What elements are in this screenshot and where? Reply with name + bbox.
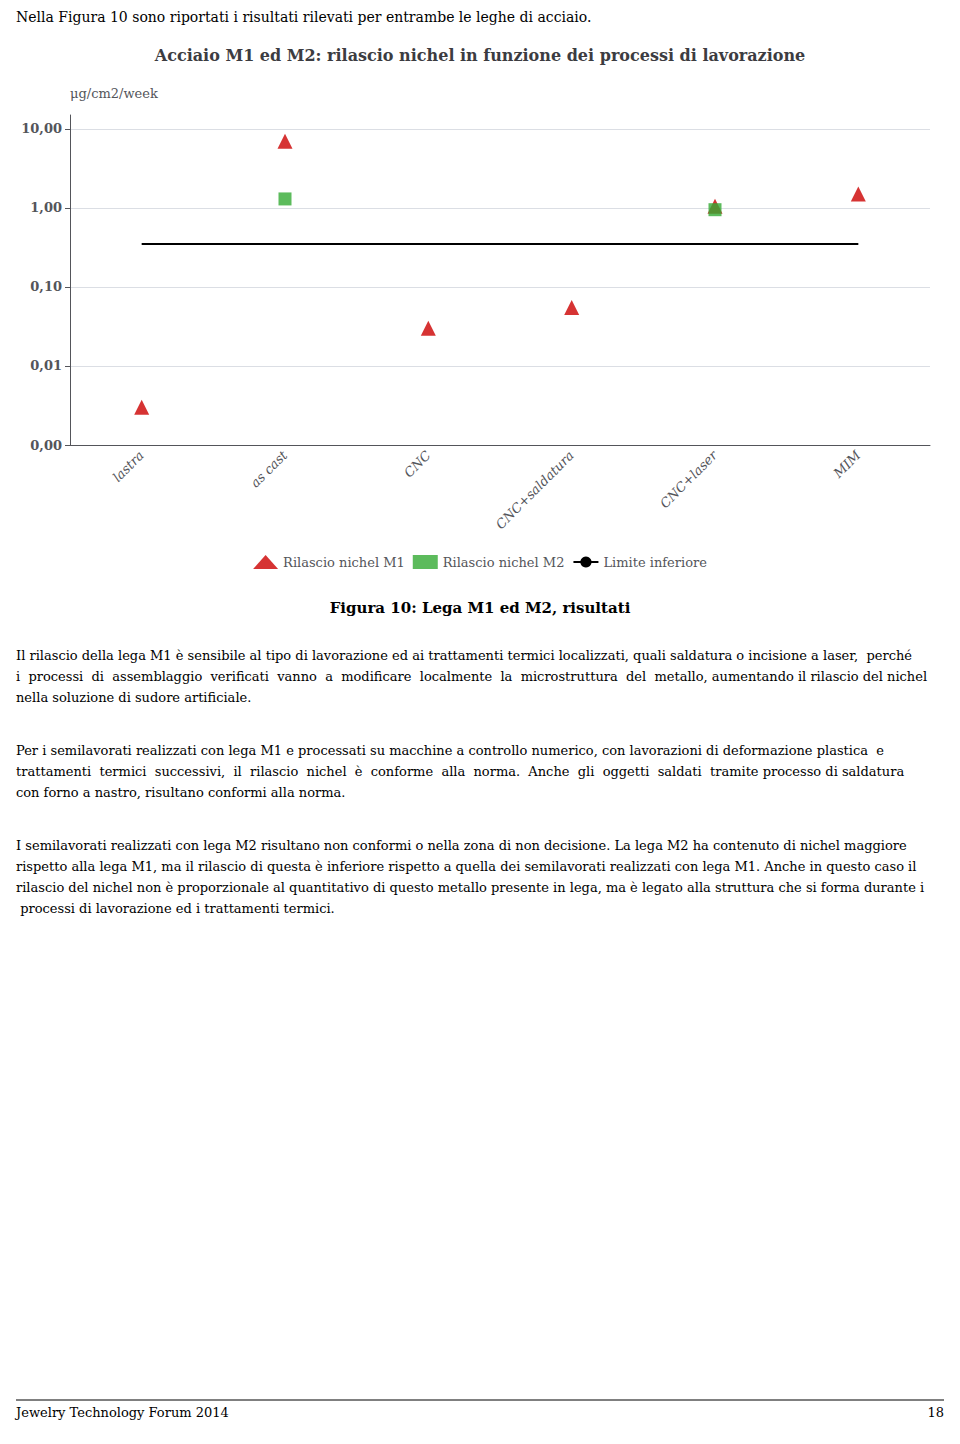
svg-text:Rilascio nichel M1: Rilascio nichel M1 — [283, 555, 405, 570]
svg-text:Per i semilavorati realizzati: Per i semilavorati realizzati con lega M… — [16, 743, 892, 758]
svg-text:processi di lavorazione ed i t: processi di lavorazione ed i trattamenti… — [16, 901, 335, 916]
svg-text:Jewelry Technology Forum 2014: Jewelry Technology Forum 2014 — [14, 1405, 229, 1420]
svg-text:0,10: 0,10 — [30, 279, 62, 294]
svg-text:rilascio del nichel non è prop: rilascio del nichel non è proporzionale … — [16, 880, 924, 895]
svg-text:CNC+saldatura: CNC+saldatura — [493, 448, 577, 532]
svg-text:18: 18 — [927, 1405, 944, 1420]
svg-text:I semilavorati realizzati con: I semilavorati realizzati con lega M2 ri… — [16, 838, 911, 853]
svg-text:MIM: MIM — [830, 447, 864, 481]
svg-text:10,00: 10,00 — [21, 121, 62, 136]
svg-text:Nella Figura 10 sono riportati: Nella Figura 10 sono riportati i risulta… — [16, 9, 591, 25]
svg-text:as cast: as cast — [248, 447, 291, 490]
svg-text:Figura 10: Lega M1 ed M2, risu: Figura 10: Lega M1 ed M2, risultati — [330, 599, 631, 617]
svg-text:0,01: 0,01 — [30, 358, 62, 373]
svg-text:i processi di assemblaggio: i processi di assemblaggio verificati va… — [16, 669, 931, 684]
svg-text:con forno a nastro, risultano: con forno a nastro, risultano conformi a… — [16, 785, 345, 800]
svg-text:Rilascio nichel M2: Rilascio nichel M2 — [443, 555, 565, 570]
svg-text:Il rilascio della lega M1 è se: Il rilascio della lega M1 è sensibile al… — [16, 648, 920, 663]
svg-text:Acciaio M1 ed M2: rilascio nic: Acciaio M1 ed M2: rilascio nichel in fun… — [154, 46, 806, 65]
svg-text:CNC: CNC — [401, 448, 434, 481]
svg-text:CNC+laser: CNC+laser — [657, 447, 721, 511]
svg-text:lastra: lastra — [110, 448, 147, 485]
svg-text:0,00: 0,00 — [30, 438, 62, 453]
svg-text:1,00: 1,00 — [30, 200, 62, 215]
svg-text:μg/cm2/week: μg/cm2/week — [70, 86, 158, 101]
svg-text:trattamenti termici successi: trattamenti termici successivi, il rilas… — [16, 764, 908, 779]
svg-text:Limite inferiore: Limite inferiore — [603, 555, 707, 570]
svg-text:rispetto alla lega M1, ma il r: rispetto alla lega M1, ma il rilascio di… — [16, 859, 921, 874]
svg-text:nella soluzione di sudore arti: nella soluzione di sudore artificiale. — [16, 690, 251, 705]
